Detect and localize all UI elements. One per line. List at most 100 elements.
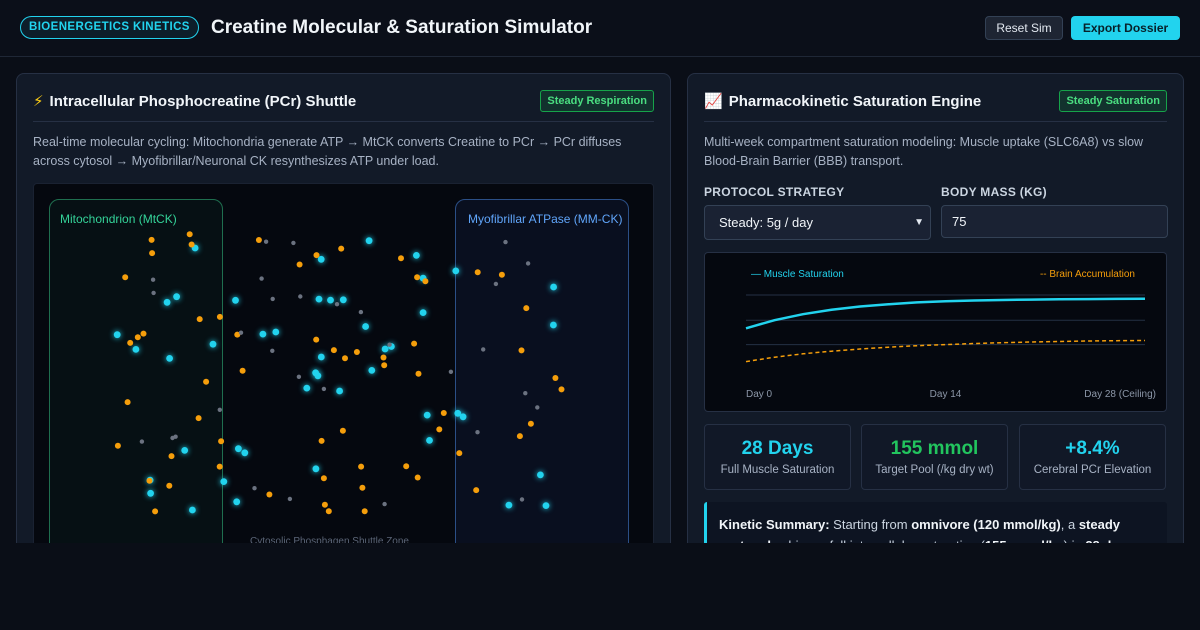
pcr-molecule [235, 445, 242, 453]
pcr-molecule [147, 489, 154, 497]
pcr-molecule [312, 465, 320, 473]
legend-brain-accumulation: -- Brain Accumulation [1040, 269, 1135, 280]
stat-value: +8.4% [1065, 438, 1120, 459]
inactive-molecule [291, 240, 296, 246]
stat-label: Full Muscle Saturation [720, 464, 835, 476]
brand-badge: BIOENERGETICS KINETICS [20, 16, 199, 39]
inactive-molecule [173, 434, 178, 439]
top-bar: BIOENERGETICS KINETICS Creatine Molecula… [0, 0, 1200, 57]
creatine-molecule [196, 316, 203, 323]
body-mass-input[interactable] [941, 205, 1168, 238]
pcr-molecule [209, 340, 217, 348]
creatine-molecule [146, 477, 153, 484]
pcr-molecule [505, 501, 513, 509]
creatine-molecule [234, 331, 241, 338]
creatine-molecule [353, 349, 360, 355]
inactive-molecule [535, 405, 540, 410]
creatine-molecule [325, 508, 332, 515]
myofibril-zone: Myofibrillar ATPase (MM-CK) [455, 199, 629, 592]
creatine-molecule [255, 237, 262, 243]
protocol-strategy-value: Steady: 5g / day [719, 215, 813, 230]
pcr-molecule [163, 298, 171, 306]
inactive-molecule [503, 239, 508, 245]
creatine-molecule [516, 433, 523, 440]
creatine-molecule [168, 453, 175, 460]
inactive-molecule [519, 497, 525, 502]
inactive-molecule [217, 407, 222, 412]
pcr-molecule [241, 449, 249, 457]
pcr-molecule [327, 296, 334, 304]
pcr-molecule [259, 330, 267, 338]
creatine-molecule [361, 508, 368, 515]
creatine-molecule [313, 252, 320, 259]
pcr-molecule [381, 345, 389, 353]
page-bottom-area [0, 543, 1200, 630]
pcr-molecule [173, 293, 181, 301]
inactive-molecule [259, 276, 264, 281]
protocol-strategy-select[interactable]: Steady: 5g / day ▼ [704, 205, 931, 240]
molecular-sim-canvas[interactable]: Mitochondrion (MtCK) Myofibrillar ATPase… [33, 183, 654, 592]
saturation-chart-svg: — Muscle Saturation -- Brain Accumulation… [745, 269, 1156, 400]
creatine-molecule [527, 420, 534, 427]
export-dossier-button[interactable]: Export Dossier [1071, 16, 1180, 40]
stat-card-saturation-time: 28 Days Full Muscle Saturation [704, 424, 851, 490]
pcr-molecule [413, 252, 420, 259]
creatine-molecule [313, 336, 320, 343]
x-tick-label: Day 28 (Ceiling) [1084, 389, 1156, 400]
panel-header: 📈 Pharmacokinetic Saturation Engine Stea… [704, 90, 1167, 122]
inactive-molecule [358, 309, 364, 315]
pcr-molecule [312, 369, 319, 377]
creatine-molecule [558, 386, 565, 393]
creatine-molecule [456, 450, 463, 457]
panel-title-text: Intracellular Phosphocreatine (PCr) Shut… [49, 93, 357, 110]
stat-value: 28 Days [741, 438, 814, 459]
panel-description: Real-time molecular cycling: Mitochondri… [33, 135, 622, 168]
pcr-molecule [423, 411, 431, 419]
creatine-molecule [203, 378, 210, 385]
creatine-molecule [411, 340, 418, 347]
creatine-molecule [166, 482, 173, 489]
creatine-molecule [403, 463, 410, 470]
pcr-molecule [220, 478, 228, 485]
pcr-molecule [419, 309, 427, 316]
pcr-molecule [542, 502, 550, 509]
pcr-molecule [452, 267, 460, 275]
chart-increasing-icon: 📈 [704, 93, 723, 110]
creatine-molecule [195, 415, 202, 422]
inactive-molecule [151, 290, 156, 296]
creatine-molecule [422, 278, 429, 285]
inactive-molecule [448, 369, 454, 374]
pcr-molecule [303, 384, 311, 392]
creatine-molecule [149, 250, 156, 257]
pcr-molecule [537, 471, 544, 479]
stat-card-cerebral-pcr: +8.4% Cerebral PCr Elevation [1019, 424, 1166, 490]
inactive-molecule [139, 439, 145, 444]
inactive-molecule [296, 374, 302, 379]
creatine-molecule [127, 339, 134, 346]
pcr-molecule [454, 409, 462, 417]
molecule-particles [113, 231, 565, 515]
panel-description: Multi-week compartment saturation modeli… [704, 135, 1144, 168]
creatine-molecule [414, 474, 421, 481]
reset-sim-button[interactable]: Reset Sim [985, 16, 1063, 40]
creatine-molecule [552, 375, 559, 381]
creatine-molecule [381, 362, 388, 369]
creatine-molecule [436, 426, 443, 433]
stat-label: Target Pool (/kg dry wt) [875, 464, 994, 476]
panel-title-text: Pharmacokinetic Saturation Engine [728, 93, 982, 110]
mitochondrion-label: Mitochondrion (MtCK) [60, 212, 177, 226]
creatine-molecule [122, 274, 129, 281]
creatine-molecule [380, 354, 387, 361]
creatine-molecule [473, 487, 480, 494]
pcr-molecule [233, 498, 241, 506]
status-badge: Steady Saturation [1059, 90, 1167, 112]
pcr-molecule [317, 255, 325, 263]
inactive-molecule [263, 239, 269, 244]
creatine-molecule [114, 442, 121, 449]
inactive-molecule [387, 342, 392, 347]
inactive-molecule [270, 348, 275, 353]
pcr-molecule [315, 295, 323, 303]
pcr-molecule [317, 353, 325, 361]
creatine-molecule [134, 334, 141, 341]
inactive-molecule [493, 281, 499, 287]
